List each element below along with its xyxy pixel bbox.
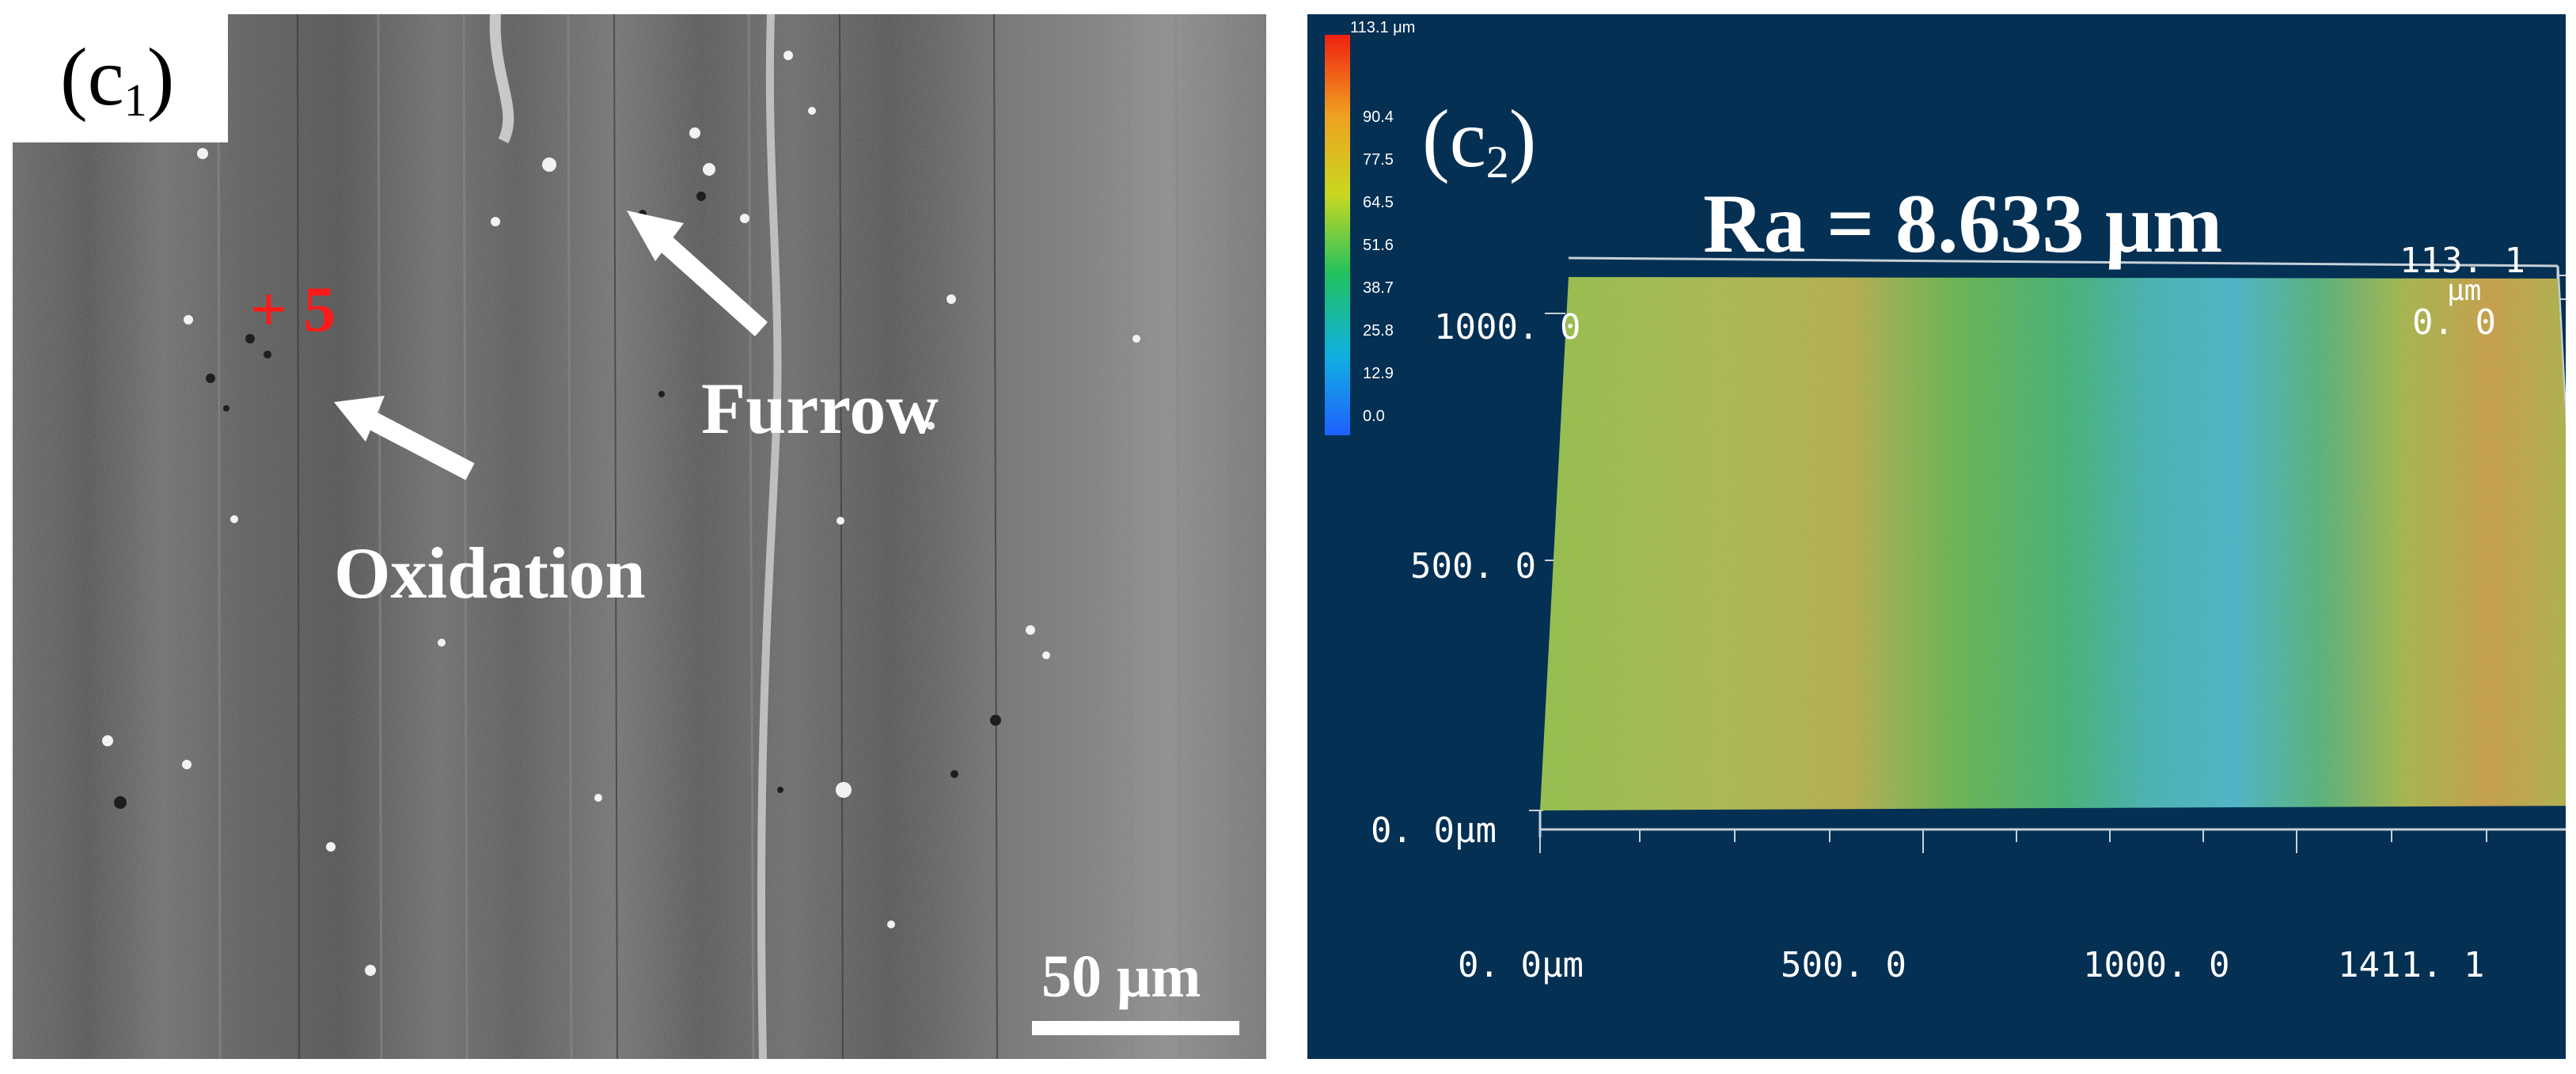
colorbar-max: 113.1 μm xyxy=(1350,19,1416,36)
sem-label-box xyxy=(13,14,228,142)
x-axis-tick: 1000. 0 xyxy=(2083,945,2230,985)
scale-bar xyxy=(1032,1021,1239,1035)
furrow-label: Furrow xyxy=(701,368,939,449)
z-axis-unit: μm xyxy=(2447,275,2482,307)
colorbar-tick: 90.4 xyxy=(1363,108,1394,126)
colorbar xyxy=(1325,35,1350,435)
colorbar-tick: 0.0 xyxy=(1363,408,1385,425)
point-marker: + 5 xyxy=(250,273,336,345)
y-axis-tick: 500. 0 xyxy=(1410,546,1536,586)
colorbar-tick: 38.7 xyxy=(1363,279,1394,297)
surface-map xyxy=(1540,277,2566,810)
colorbar-tick: 25.8 xyxy=(1363,322,1394,340)
colorbar-tick: 64.5 xyxy=(1363,194,1394,211)
x-axis-tick: 0. 0μm xyxy=(1458,945,1584,985)
oxidation-arrow xyxy=(334,396,475,480)
x-axis-tick: 500. 0 xyxy=(1781,945,1906,985)
profilometry-panel: 113.1 μm 90.4 77.5 64.5 51.6 38.7 25.8 1… xyxy=(1307,14,2566,1059)
scale-bar-label: 50 μm xyxy=(1041,943,1201,1010)
roughness-value: Ra = 8.633 μm xyxy=(1703,177,2223,270)
z-axis-tick: 113. 1 xyxy=(2400,241,2525,281)
x-axis-tick: 1411. 1 xyxy=(2338,945,2485,985)
surface-3d-plot xyxy=(1325,35,2566,853)
sem-image-panel: (c1) + 5 Furrow Oxidation 50 μm xyxy=(13,14,1266,1059)
oxidation-label: Oxidation xyxy=(334,533,646,613)
furrow-arrow xyxy=(627,211,768,336)
colorbar-tick: 51.6 xyxy=(1363,237,1394,254)
z-axis-tick: 0. 0 xyxy=(2412,302,2496,343)
colorbar-tick: 77.5 xyxy=(1363,151,1394,169)
y-axis-tick: 1000. 0 xyxy=(1434,307,1581,347)
panel-label-c1: (c1) xyxy=(60,32,175,126)
sem-micrograph xyxy=(13,14,1266,1059)
y-axis-tick: 0. 0μm xyxy=(1371,810,1497,851)
colorbar-tick: 12.9 xyxy=(1363,365,1394,382)
panel-label-c2: (c2) xyxy=(1422,93,1537,188)
